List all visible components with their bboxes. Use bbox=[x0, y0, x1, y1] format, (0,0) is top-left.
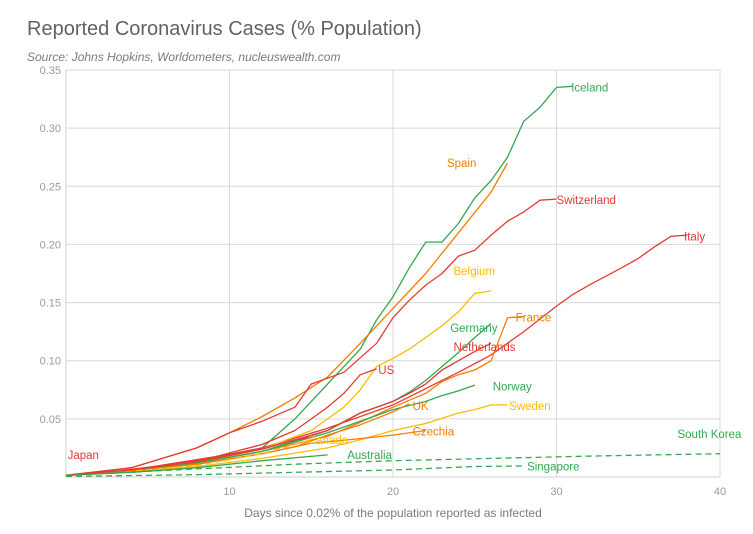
y-tick-label: 0.05 bbox=[40, 414, 61, 426]
series-line-canada bbox=[65, 439, 312, 476]
series-label-sweden: Sweden bbox=[509, 401, 551, 413]
series-label-germany: Germany bbox=[450, 323, 498, 335]
series-line-switzerland bbox=[65, 198, 557, 476]
series-line-sweden bbox=[65, 404, 508, 476]
series-label-france: France bbox=[516, 313, 552, 325]
series-label-italy: Italy bbox=[684, 231, 705, 243]
y-tick-label: 0.35 bbox=[40, 65, 61, 77]
y-tick-label: 0.20 bbox=[40, 239, 61, 251]
series-label-canada: Canada bbox=[308, 435, 349, 447]
series-line-iceland bbox=[65, 85, 573, 476]
grid bbox=[65, 69, 721, 478]
y-tick-label: 0.25 bbox=[40, 181, 61, 193]
series-label-australia: Australia bbox=[347, 450, 392, 462]
series-label-singapore: Singapore bbox=[527, 462, 579, 474]
chart-title: Reported Coronavirus Cases (% Population… bbox=[27, 18, 422, 40]
x-tick-label: 30 bbox=[550, 486, 562, 498]
series-label-norway: Norway bbox=[493, 381, 532, 393]
series-line-france bbox=[65, 315, 524, 476]
series-line-netherlands bbox=[65, 342, 492, 476]
series-label-switzerland: Switzerland bbox=[557, 195, 616, 207]
series-label-iceland: Iceland bbox=[571, 82, 608, 94]
series-line-czechia bbox=[65, 429, 426, 476]
x-tick-label: 20 bbox=[387, 486, 399, 498]
chart-subtitle: Source: Johns Hopkins, Worldometers, nuc… bbox=[27, 50, 341, 64]
series-label-belgium: Belgium bbox=[453, 266, 495, 278]
series-line-italy bbox=[65, 234, 688, 476]
series-label-us: US bbox=[378, 365, 394, 377]
series-label-czechia: Czechia bbox=[413, 427, 455, 439]
series-labels: Iceland Spain Switzerland Italy Belgium Germa… bbox=[68, 82, 742, 473]
series-line-norway bbox=[65, 384, 476, 476]
x-axis-label: Days since 0.02% of the population repor… bbox=[244, 506, 542, 520]
series-line-japan bbox=[65, 436, 312, 476]
y-tick-label: 0.15 bbox=[40, 298, 61, 310]
series-label-japan: Japan bbox=[68, 450, 99, 462]
series-line-south-korea bbox=[65, 453, 721, 476]
y-tick-label: 0.30 bbox=[40, 123, 61, 135]
tick-labels: 0.05 0.10 0.15 0.20 0.25 0.30 0.35 10 20 30 40 bbox=[40, 65, 727, 498]
x-tick-label: 40 bbox=[714, 486, 726, 498]
series-line-us bbox=[65, 368, 377, 476]
series-label-uk: UK bbox=[413, 401, 429, 413]
y-tick-label: 0.10 bbox=[40, 356, 61, 368]
series-label-netherlands: Netherlands bbox=[453, 342, 515, 354]
series-lines bbox=[65, 85, 721, 478]
x-tick-label: 10 bbox=[223, 486, 235, 498]
series-label-south-korea: South Korea bbox=[677, 429, 742, 441]
series-line-belgium bbox=[65, 290, 492, 476]
series-line-germany bbox=[65, 323, 492, 476]
series-label-spain: Spain bbox=[447, 158, 476, 170]
